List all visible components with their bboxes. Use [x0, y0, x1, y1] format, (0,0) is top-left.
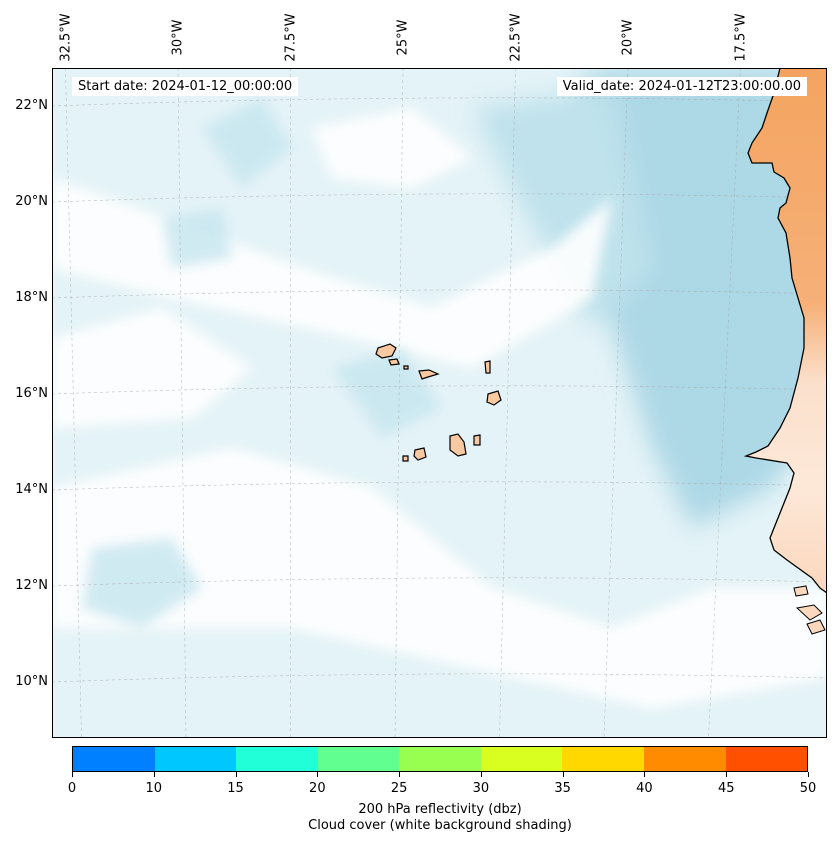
- map-canvas: [52, 68, 827, 738]
- colorbar-segment: [317, 747, 400, 771]
- island-boa-vista: [486, 390, 502, 406]
- colorbar-tick-label: 40: [636, 781, 653, 796]
- meridian-line: [177, 68, 187, 738]
- colorbar: [72, 746, 808, 772]
- colorbar-segment: [73, 747, 155, 771]
- parallel-line: [52, 289, 827, 299]
- island-sal: [484, 360, 491, 374]
- colorbar-tick-label: 35: [554, 781, 571, 796]
- lat-label: 14°N: [15, 482, 48, 497]
- graticule: [52, 68, 827, 738]
- lon-label: 25°W: [395, 19, 411, 56]
- colorbar-segment: [643, 747, 726, 771]
- colorbar-tick: [72, 772, 73, 777]
- coastal-islands: [793, 585, 826, 635]
- colorbar-tick: [562, 772, 564, 777]
- lat-label: 22°N: [15, 98, 48, 113]
- start-date-label: Start date: 2024-01-12_00:00:00: [72, 77, 299, 96]
- colorbar-segment: [725, 747, 808, 771]
- colorbar-sublabel: Cloud cover (white background shading): [308, 818, 572, 833]
- meridian-line: [499, 68, 516, 738]
- colorbar-tick: [235, 772, 237, 777]
- colorbar-tick-label: 20: [309, 781, 326, 796]
- lon-label: 22.5°W: [508, 13, 523, 62]
- lon-label: 27.5°W: [283, 13, 298, 62]
- meridian-line: [603, 68, 629, 738]
- valid-date-label: Valid_date: 2024-01-12T23:00:00.00: [556, 77, 807, 96]
- colorbar-tick-label: 45: [717, 781, 735, 796]
- colorbar-tick-label: 15: [227, 781, 244, 796]
- parallel-line: [52, 481, 827, 491]
- island-brava: [402, 455, 409, 462]
- lat-label: 10°N: [15, 674, 48, 689]
- colorbar-segment: [154, 747, 237, 771]
- lon-label: 17.5°W: [733, 13, 748, 62]
- clear-sky-region: [472, 68, 827, 528]
- colorbar-label: 200 hPa reflectivity (dbz): [358, 802, 522, 817]
- colorbar-tick: [153, 772, 155, 777]
- cloud-streaks: [52, 108, 827, 708]
- parallel-line: [52, 577, 827, 587]
- colorbar-tick: [317, 772, 319, 777]
- island-santiago: [449, 433, 467, 457]
- colorbar-tick: [808, 772, 809, 777]
- colorbar-segment: [562, 747, 644, 771]
- parallel-line: [52, 673, 827, 683]
- lon-label: 30°W: [170, 19, 186, 56]
- island-sao-nicolau: [418, 369, 440, 380]
- meridian-line: [394, 68, 404, 738]
- island-fogo: [413, 447, 427, 461]
- island-santo-antao: [375, 343, 397, 359]
- lat-label: 18°N: [15, 290, 48, 305]
- meridian-line: [708, 68, 741, 738]
- parallel-line: [52, 193, 827, 203]
- parallel-line: [52, 385, 827, 395]
- island-maio: [473, 434, 481, 446]
- colorbar-tick: [644, 772, 646, 777]
- lat-label: 20°N: [15, 194, 48, 209]
- lon-label: 32.5°W: [58, 13, 73, 62]
- colorbar-tick: [480, 772, 482, 777]
- colorbar-tick-label: 25: [390, 781, 408, 796]
- lon-label: 20°W: [620, 19, 636, 56]
- colorbar-segment: [399, 747, 481, 771]
- africa-landmass: [743, 68, 827, 594]
- lat-label: 16°N: [15, 386, 48, 401]
- colorbar-tick-label: 50: [799, 781, 817, 796]
- colorbar-tick: [726, 772, 728, 777]
- colorbar-tick-label: 10: [145, 781, 163, 796]
- colorbar-segment: [236, 747, 318, 771]
- island-sao-vicente: [388, 358, 400, 366]
- island-santa-luzia: [403, 365, 409, 370]
- lat-label: 12°N: [15, 578, 48, 593]
- meridian-line: [65, 68, 82, 738]
- cape-verde-islands: [375, 343, 502, 462]
- colorbar-tick: [399, 772, 401, 777]
- parallel-line: [52, 97, 827, 107]
- colorbar-tick-label: 0: [67, 781, 77, 796]
- colorbar-tick-label: 30: [472, 781, 490, 796]
- colorbar-segment: [480, 747, 563, 771]
- map-panel: [52, 68, 827, 738]
